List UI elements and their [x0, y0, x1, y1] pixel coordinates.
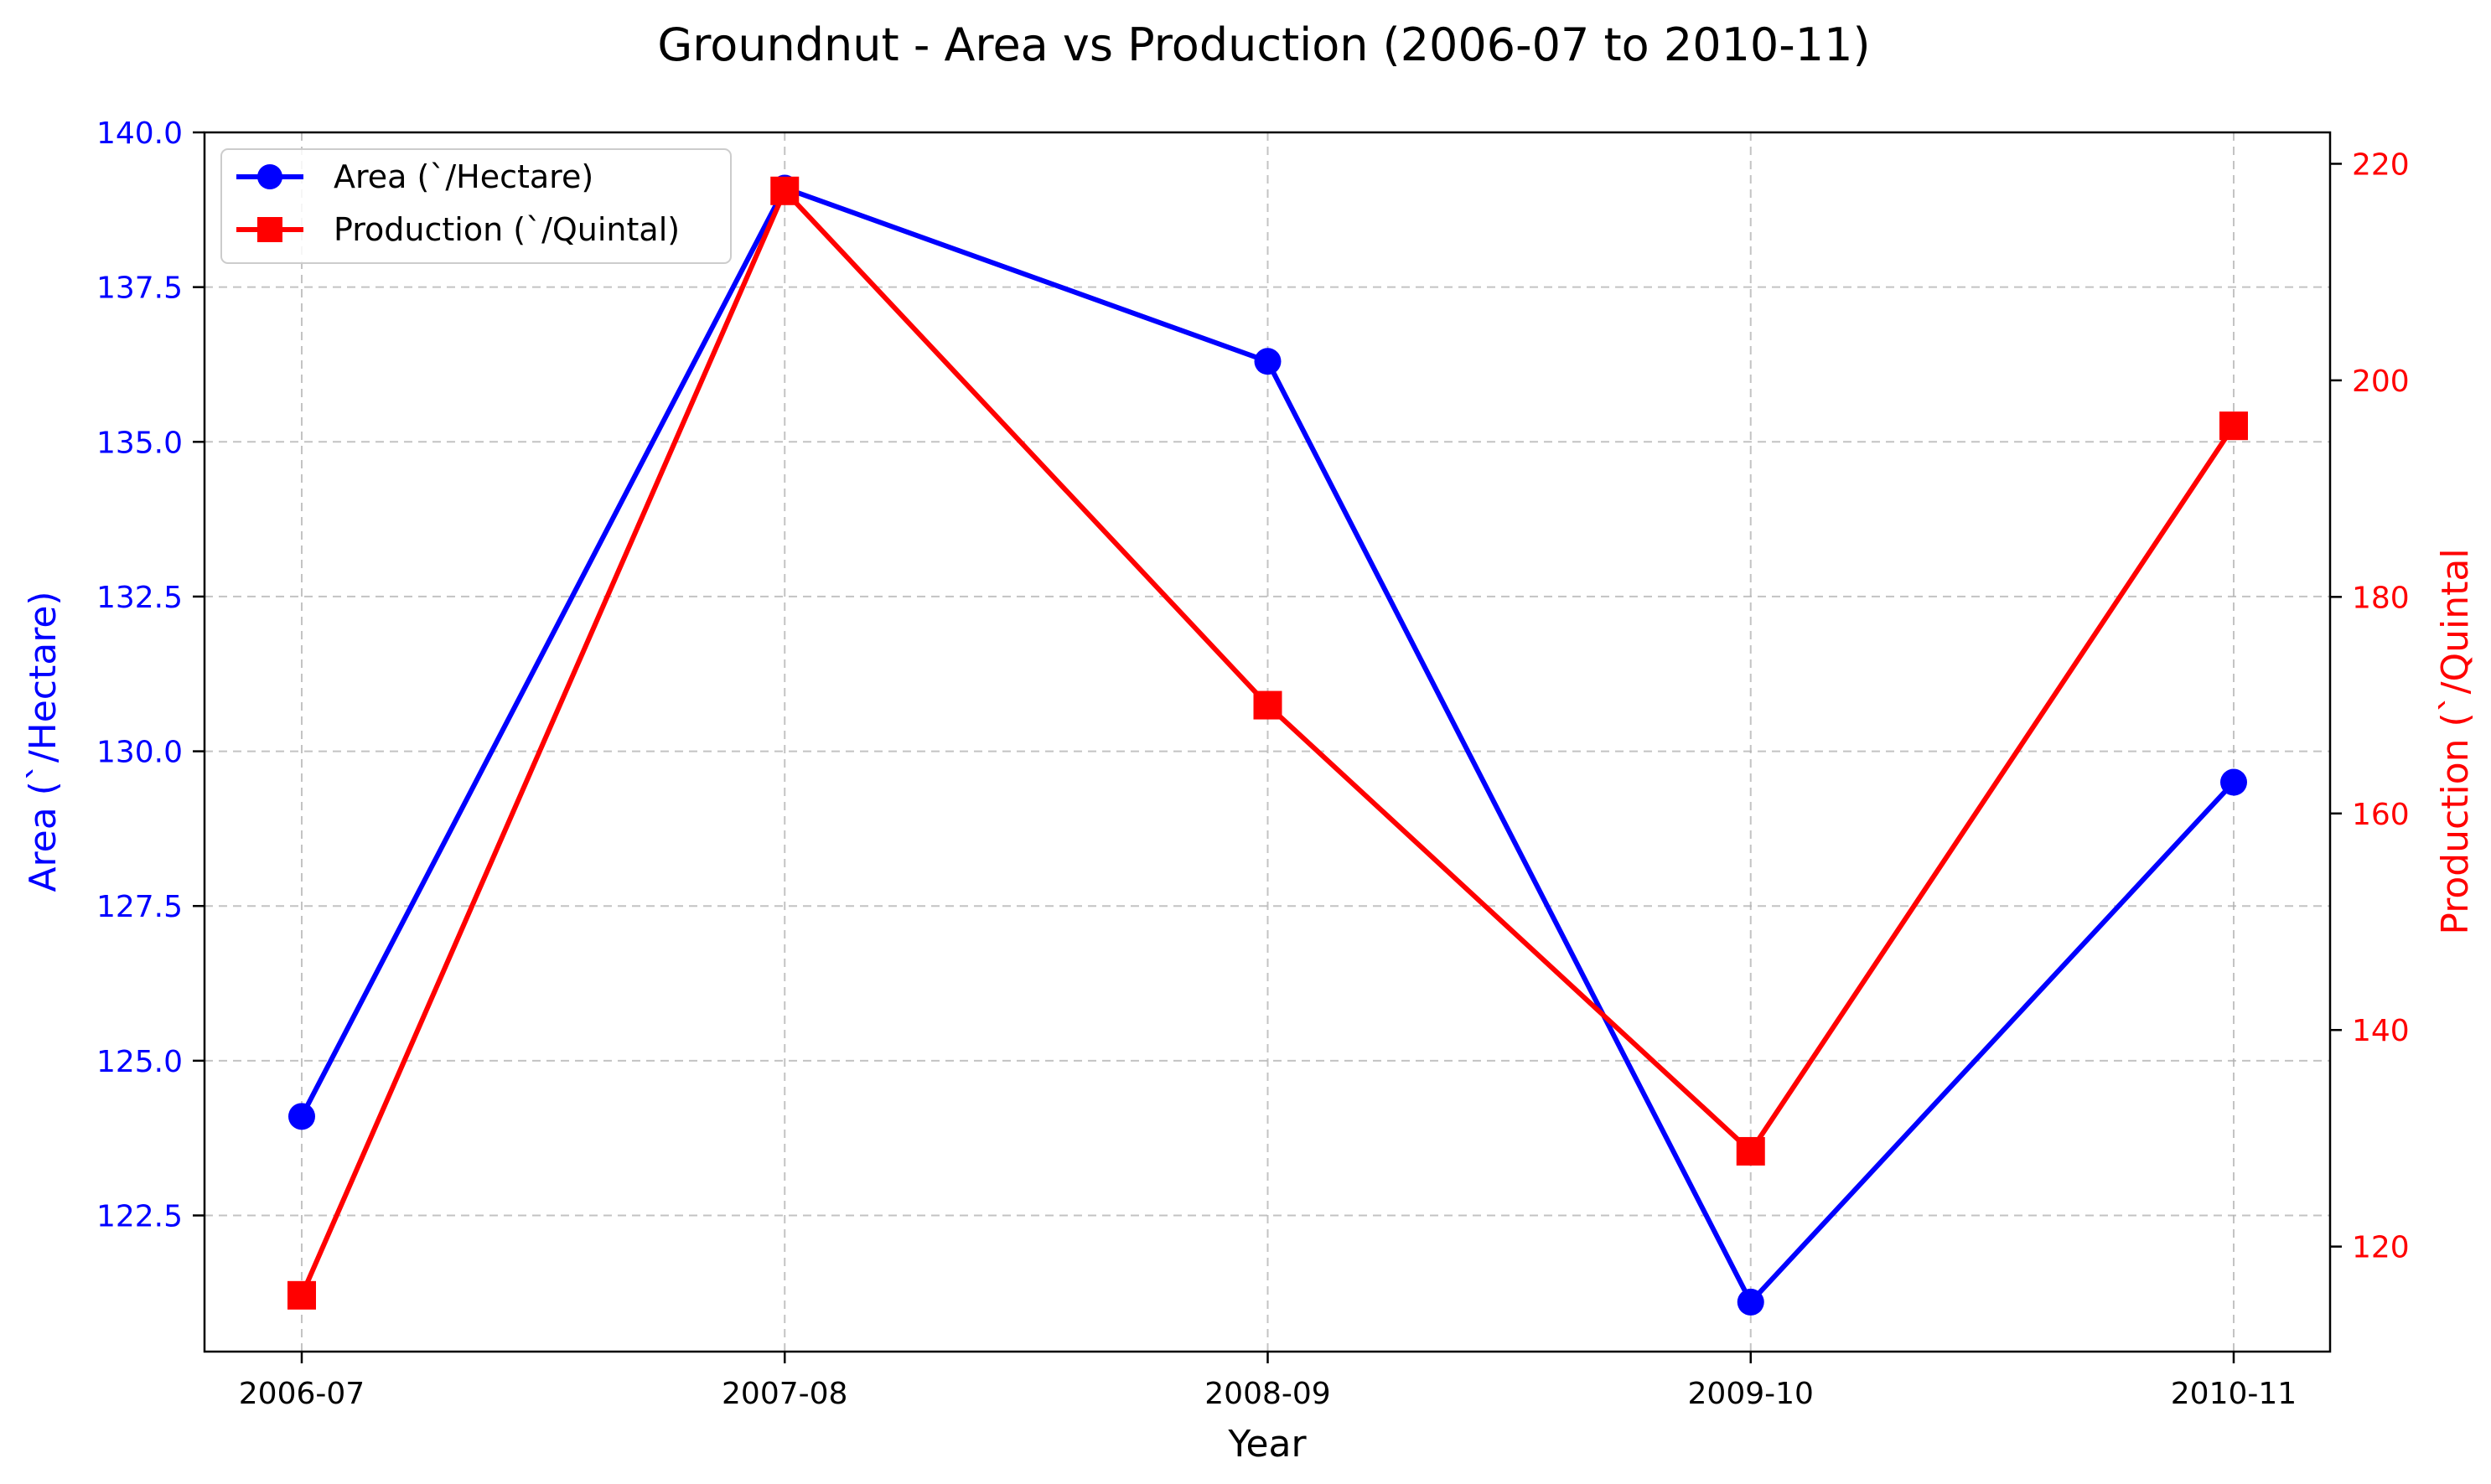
- production-data-point: [1253, 690, 1282, 720]
- x-axis: 2006-07 2007-08 2008-09 2009-10 2010-11: [239, 1352, 2297, 1411]
- area-data-point: [1254, 348, 1282, 375]
- production-data-point: [287, 1280, 316, 1310]
- left-axis-tick-label: 127.5: [96, 890, 183, 924]
- series-layer: [287, 174, 2248, 1316]
- x-axis-tick-label: 2009-10: [1688, 1377, 1814, 1411]
- x-axis-tick-label: 2007-08: [722, 1377, 847, 1411]
- legend-entry-production: Production (`/Quintal): [236, 211, 680, 248]
- right-axis: 120 140 160 180 200 220: [2330, 147, 2410, 1265]
- legend-production-marker: [257, 217, 282, 242]
- legend-production-label: Production (`/Quintal): [334, 211, 680, 248]
- production-data-point: [2219, 411, 2248, 441]
- x-axis-title: Year: [1227, 1423, 1307, 1466]
- left-axis: 122.5 125.0 127.5 130.0 132.5 135.0 137.5 140.0: [96, 116, 205, 1234]
- right-axis-tick-label: 220: [2352, 147, 2410, 182]
- legend-area-marker: [257, 164, 282, 189]
- area-data-point: [288, 1103, 315, 1130]
- right-axis-tick-label: 140: [2352, 1014, 2410, 1048]
- left-axis-tick-label: 135.0: [96, 426, 183, 460]
- production-data-point: [1736, 1136, 1765, 1166]
- right-axis-tick-label: 200: [2352, 365, 2410, 399]
- chart-title: Groundnut - Area vs Production (2006-07 …: [657, 18, 1870, 71]
- x-axis-tick-label: 2010-11: [2171, 1377, 2297, 1411]
- left-axis-tick-label: 132.5: [96, 581, 183, 615]
- left-axis-tick-label: 137.5: [96, 271, 183, 306]
- production-data-point: [770, 176, 800, 205]
- left-axis-tick-label: 130.0: [96, 736, 183, 770]
- area-data-point: [1737, 1288, 1764, 1316]
- right-axis-tick-label: 180: [2352, 581, 2410, 615]
- area-data-point: [2220, 768, 2247, 796]
- left-axis-tick-label: 140.0: [96, 116, 183, 151]
- left-axis-tick-label: 122.5: [96, 1200, 183, 1234]
- right-axis-title: Production (`/Quintal: [2434, 548, 2477, 934]
- legend: Area (`/Hectare) Production (`/Quintal): [220, 148, 732, 264]
- legend-area-label: Area (`/Hectare): [334, 158, 593, 195]
- legend-entry-area: Area (`/Hectare): [236, 158, 593, 195]
- right-axis-tick-label: 120: [2352, 1231, 2410, 1265]
- x-axis-tick-label: 2008-09: [1204, 1377, 1330, 1411]
- right-axis-tick-label: 160: [2352, 798, 2410, 832]
- x-axis-tick-label: 2006-07: [239, 1377, 365, 1411]
- left-axis-tick-label: 125.0: [96, 1045, 183, 1079]
- left-axis-title: Area (`/Hectare): [22, 591, 65, 892]
- legend-frame: [220, 148, 732, 264]
